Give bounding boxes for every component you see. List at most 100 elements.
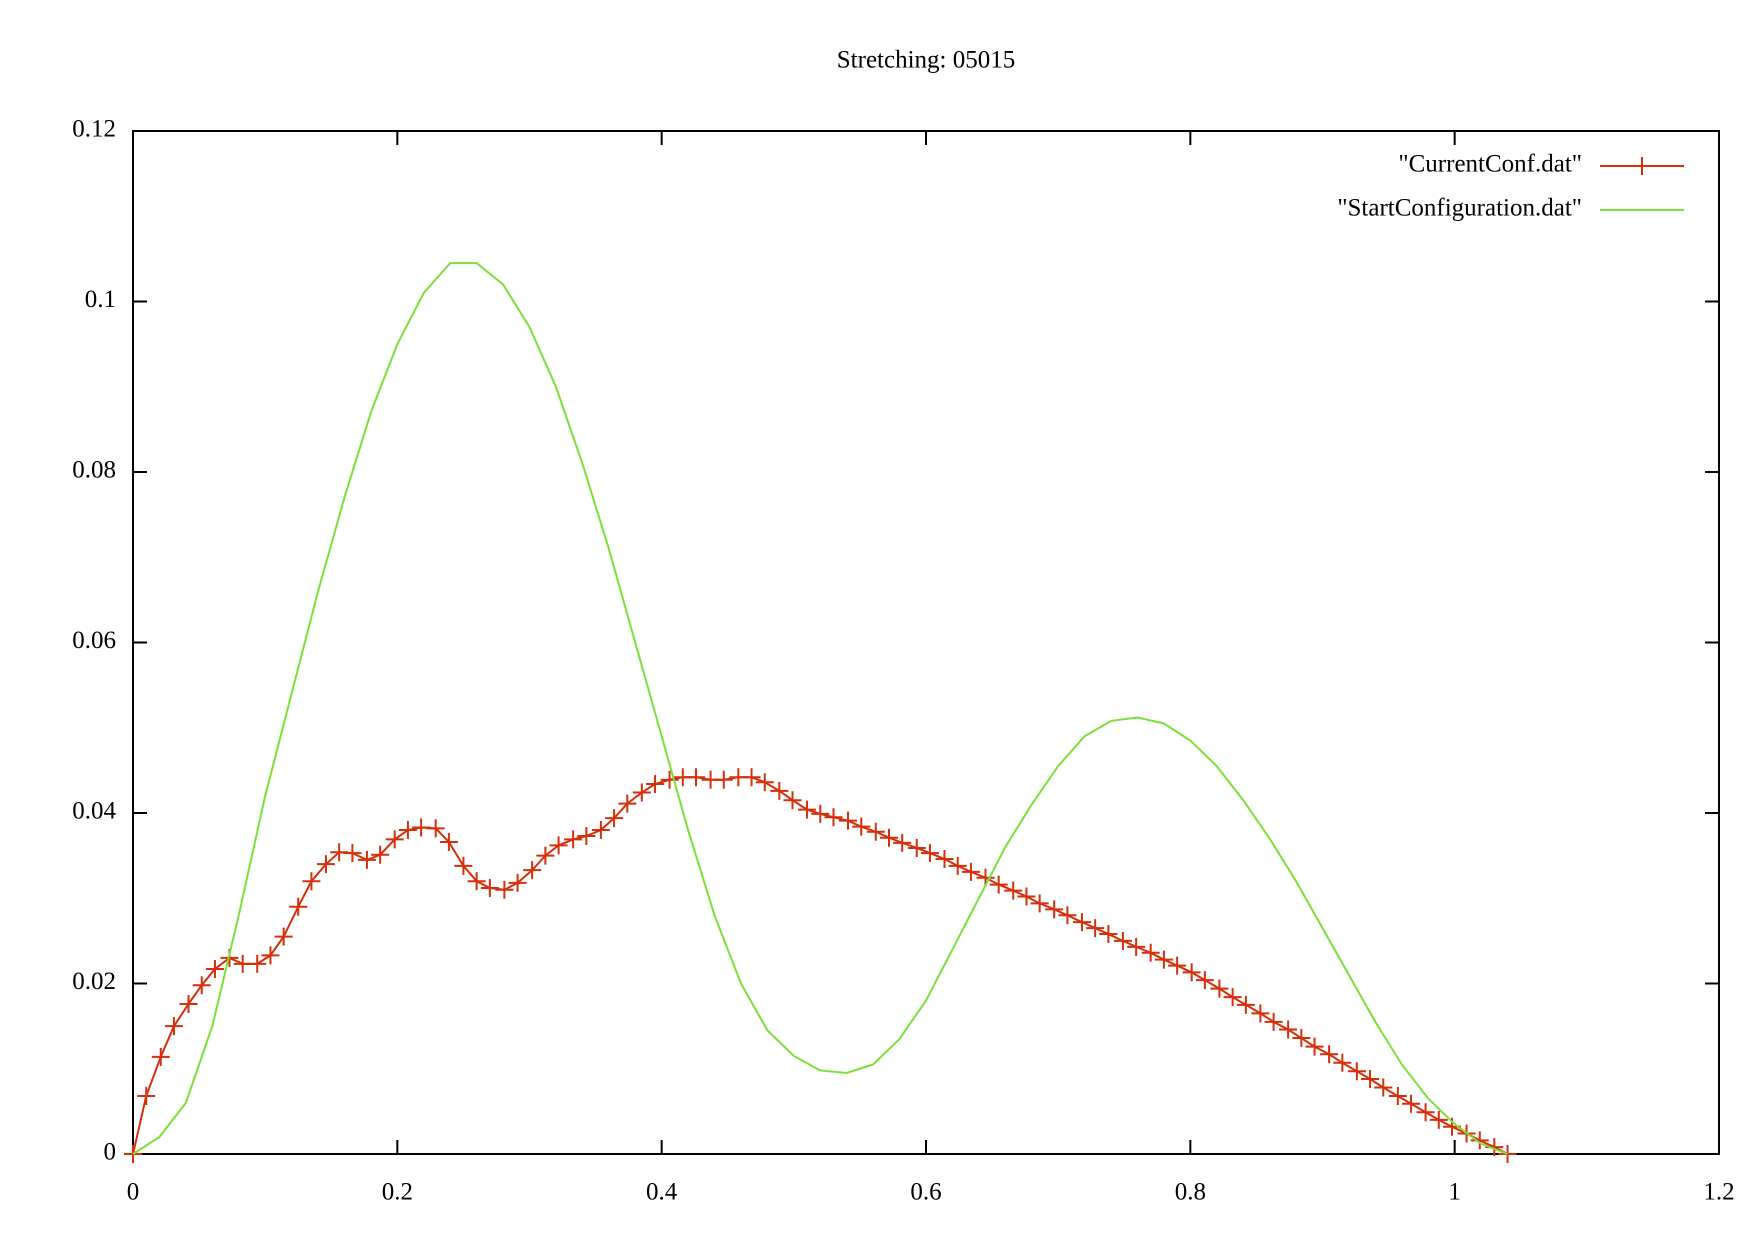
point-marker [1045,900,1064,919]
point-marker [1305,1037,1324,1056]
point-marker [646,775,665,794]
point-marker [618,794,637,813]
point-marker [1154,950,1173,969]
x-tick-label: 0.4 [646,1179,678,1206]
y-tick-label: 0.1 [85,286,116,313]
x-tick-label: 0.8 [1175,1179,1206,1206]
chart-title: Stretching: 05015 [837,47,1015,74]
point-marker [1264,1012,1283,1031]
series-line [132,262,1508,1155]
point-marker [454,856,473,875]
x-tick-label: 0.2 [382,1179,413,1206]
point-marker [1361,1069,1380,1088]
point-marker [549,836,568,855]
point-marker [151,1047,170,1066]
point-marker [1333,1053,1352,1072]
point-marker [852,817,871,836]
point-marker [605,809,624,828]
x-tick-label: 0.6 [910,1179,941,1206]
point-marker [536,846,555,865]
point-marker [480,879,499,898]
point-marker [907,838,926,857]
point-marker [261,946,280,965]
point-marker [564,830,583,849]
point-marker [948,856,967,875]
point-marker [1195,971,1214,990]
point-marker [495,880,514,899]
point-marker [1251,1004,1270,1023]
point-marker [1072,913,1091,932]
point-marker [1127,937,1146,956]
point-marker [179,994,198,1013]
point-marker [1017,887,1036,906]
point-marker [770,781,789,800]
point-marker [1347,1062,1366,1081]
point-marker [989,875,1008,894]
point-marker [1058,906,1077,925]
point-marker [798,800,817,819]
x-tick-label: 1 [1448,1179,1461,1206]
point-marker [577,827,596,846]
point-marker [1416,1103,1435,1122]
point-marker [920,844,939,863]
point-marker [742,768,761,787]
point-marker [274,927,293,946]
point-marker [660,770,679,789]
point-marker [1402,1094,1421,1113]
point-marker [879,828,898,847]
x-tick-label: 0 [127,1179,140,1206]
x-tick-label: 1.2 [1703,1179,1734,1206]
point-marker [371,845,390,864]
point-marker [357,850,376,869]
point-marker [1429,1110,1448,1129]
point-marker [426,819,445,838]
point-marker [1099,925,1118,944]
point-marker [1279,1020,1298,1039]
point-marker [1182,963,1201,982]
point-marker [687,768,706,787]
point-marker [839,811,858,830]
point-marker [1236,995,1255,1014]
point-marker [164,1017,183,1036]
point-marker [385,830,404,849]
point-marker [137,1087,156,1106]
point-marker [1388,1087,1407,1106]
point-marker [1374,1078,1393,1097]
point-marker [755,773,774,792]
point-marker [398,821,417,840]
point-marker [866,822,885,841]
point-marker [192,976,211,995]
y-tick-label: 0.12 [72,116,116,143]
point-marker [302,872,321,891]
point-marker [1470,1131,1489,1150]
point-marker [1292,1029,1311,1048]
point-marker [1210,979,1229,998]
y-tick-label: 0.02 [72,968,116,995]
y-tick-label: 0.04 [72,798,116,825]
point-marker [935,850,954,869]
point-marker [1168,956,1187,975]
point-marker [1223,988,1242,1007]
point-marker [316,855,335,874]
point-marker [508,873,527,892]
point-marker [1086,919,1105,938]
legend-label: "CurrentConf.dat" [1398,151,1582,178]
point-marker [248,954,267,973]
point-marker [439,832,458,851]
point-marker [714,770,733,789]
point-marker [523,861,542,880]
point-marker [824,808,843,827]
point-marker [467,872,486,891]
point-marker [591,821,610,840]
point-marker [1030,894,1049,913]
point-marker [961,862,980,881]
y-tick-label: 0.08 [72,457,116,484]
point-marker [1113,931,1132,950]
point-marker [893,833,912,852]
point-marker [811,804,830,823]
point-marker [289,897,308,916]
point-marker [632,783,651,802]
point-marker [205,960,224,979]
